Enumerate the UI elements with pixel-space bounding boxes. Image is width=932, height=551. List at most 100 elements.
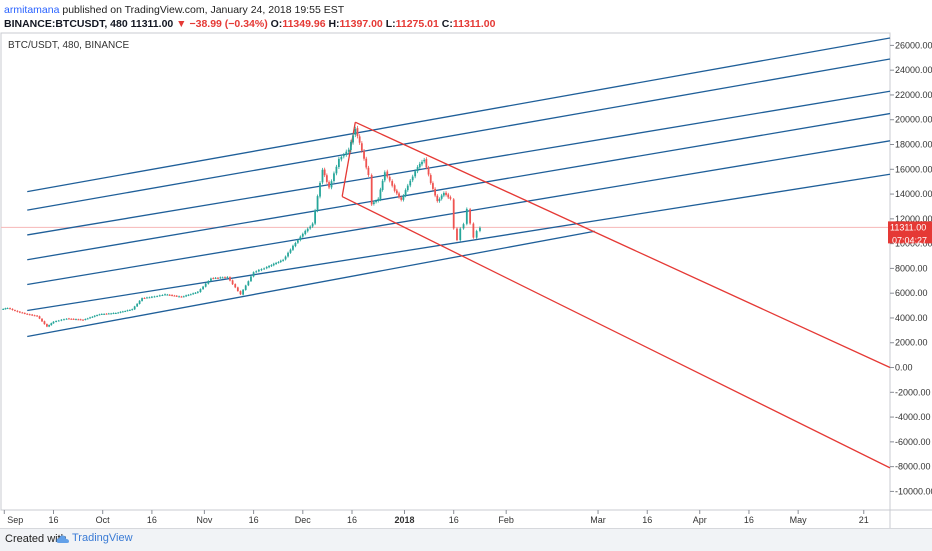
price-axis[interactable]: 26000.00 24000.00 22000.00 20000.00 18000.00… — [890, 40, 932, 496]
candle-body — [445, 192, 447, 195]
tradingview-brand-link[interactable]: TradingView — [72, 532, 133, 544]
plot-frame — [0, 32, 891, 511]
candle-body — [367, 167, 370, 175]
candle-body — [414, 171, 417, 177]
candle-body — [110, 313, 113, 315]
candle-body — [4, 308, 7, 310]
candle-body — [70, 318, 73, 320]
candle-body — [330, 181, 333, 188]
chart-symbol-label: BTC/USDT, 480, BINANCE — [8, 40, 129, 51]
x-tick-label: Apr — [693, 515, 707, 525]
published-info: published on TradingView.com, January 24… — [62, 4, 345, 16]
y-tick-label: 18000.00 — [895, 140, 932, 150]
candle-body — [244, 285, 247, 290]
candle-body — [409, 180, 412, 186]
pitchfork-line-1 — [355, 121, 891, 369]
candle-body — [363, 150, 365, 159]
candle-body — [146, 297, 148, 299]
candle-body — [328, 182, 330, 188]
candle-body — [296, 240, 299, 243]
candle-body — [224, 277, 226, 279]
price-tag-countdown: 07:04:27 — [892, 235, 927, 245]
candle-body — [393, 185, 396, 191]
price-chart[interactable]: BTC/USDT, 480, BINANCE 26000.0024000.002… — [0, 0, 932, 528]
candle-body — [36, 315, 38, 317]
x-tick-label: 2018 — [394, 515, 414, 525]
y-tick-label: -4000.00 — [895, 412, 931, 422]
close-value: 11311.00 — [452, 18, 496, 30]
candle-body — [379, 189, 382, 200]
candle-body — [221, 277, 224, 279]
x-tick-label: 16 — [147, 515, 157, 525]
candle-body — [335, 166, 338, 174]
candle-body — [124, 311, 127, 313]
y-tick-label: 20000.00 — [895, 115, 932, 125]
candle-body — [38, 316, 41, 319]
candle-body — [79, 319, 82, 321]
candle-body — [272, 263, 275, 266]
candle-body — [9, 308, 11, 310]
candle-body — [268, 265, 270, 268]
candle-body — [105, 313, 108, 315]
price-change: ▼ −38.99 (−0.34%) — [176, 18, 268, 30]
x-tick-label: May — [790, 515, 808, 525]
candle-body — [292, 245, 294, 250]
candle-body — [416, 167, 419, 172]
candle-body — [447, 194, 450, 198]
candle-body — [388, 176, 391, 181]
candle-body — [16, 310, 19, 312]
candle-body — [187, 294, 190, 296]
candle-body — [370, 175, 373, 205]
high-label: H: — [328, 18, 340, 30]
candle-body — [423, 159, 426, 162]
candle-body — [96, 315, 98, 317]
candle-body — [277, 262, 280, 264]
candle-body — [55, 320, 58, 322]
y-tick-label: 12000.00 — [895, 214, 932, 224]
candle-body — [204, 283, 207, 287]
candle-body — [350, 141, 352, 151]
candle-body — [434, 188, 437, 196]
candle-body — [472, 223, 475, 238]
candle-body — [63, 319, 65, 321]
y-tick-label: 10000.00 — [895, 239, 932, 249]
candle-body — [21, 312, 24, 314]
candle-body — [75, 319, 77, 321]
y-tick-label: 2000.00 — [895, 338, 928, 348]
candle-body — [50, 323, 53, 326]
candle-body — [11, 308, 14, 310]
candle-body — [68, 318, 70, 320]
candle-body — [89, 317, 91, 319]
candle-body — [18, 311, 21, 313]
candle-body — [279, 260, 282, 262]
candle-body — [194, 292, 197, 294]
author-link[interactable]: armitamana — [4, 4, 60, 16]
low-label: L: — [385, 18, 396, 30]
candle-body — [14, 310, 16, 312]
x-tick-label: Oct — [96, 515, 111, 525]
candle-body — [340, 156, 343, 160]
price-tag-box — [888, 221, 932, 244]
y-tick-label: -8000.00 — [895, 462, 931, 472]
y-tick-label: 6000.00 — [895, 288, 928, 298]
candle-body — [161, 295, 164, 297]
y-tick-label: 8000.00 — [895, 263, 928, 273]
candle-body — [28, 314, 31, 316]
candle-body — [189, 294, 192, 296]
candle-body — [391, 181, 394, 186]
candle-body — [199, 289, 202, 293]
candle-body — [381, 180, 384, 190]
candle-body — [171, 294, 173, 296]
candle-body — [164, 294, 166, 296]
candle-body — [175, 295, 178, 297]
candle-body — [265, 267, 268, 269]
publish-header: armitamana published on TradingView.com,… — [4, 3, 344, 17]
candle-body — [465, 208, 468, 224]
time-axis[interactable]: Sep 16 Oct 16 Nov 16 Dec 16 2018 16 Feb Mar 16 Apr 16 M… — [3, 510, 869, 525]
y-tick-label: -2000.00 — [895, 387, 931, 397]
channel-line-7 — [27, 37, 891, 193]
candle-body — [57, 320, 60, 322]
candle-body — [46, 324, 48, 327]
candle-body — [284, 256, 287, 260]
candle-body — [52, 321, 55, 324]
